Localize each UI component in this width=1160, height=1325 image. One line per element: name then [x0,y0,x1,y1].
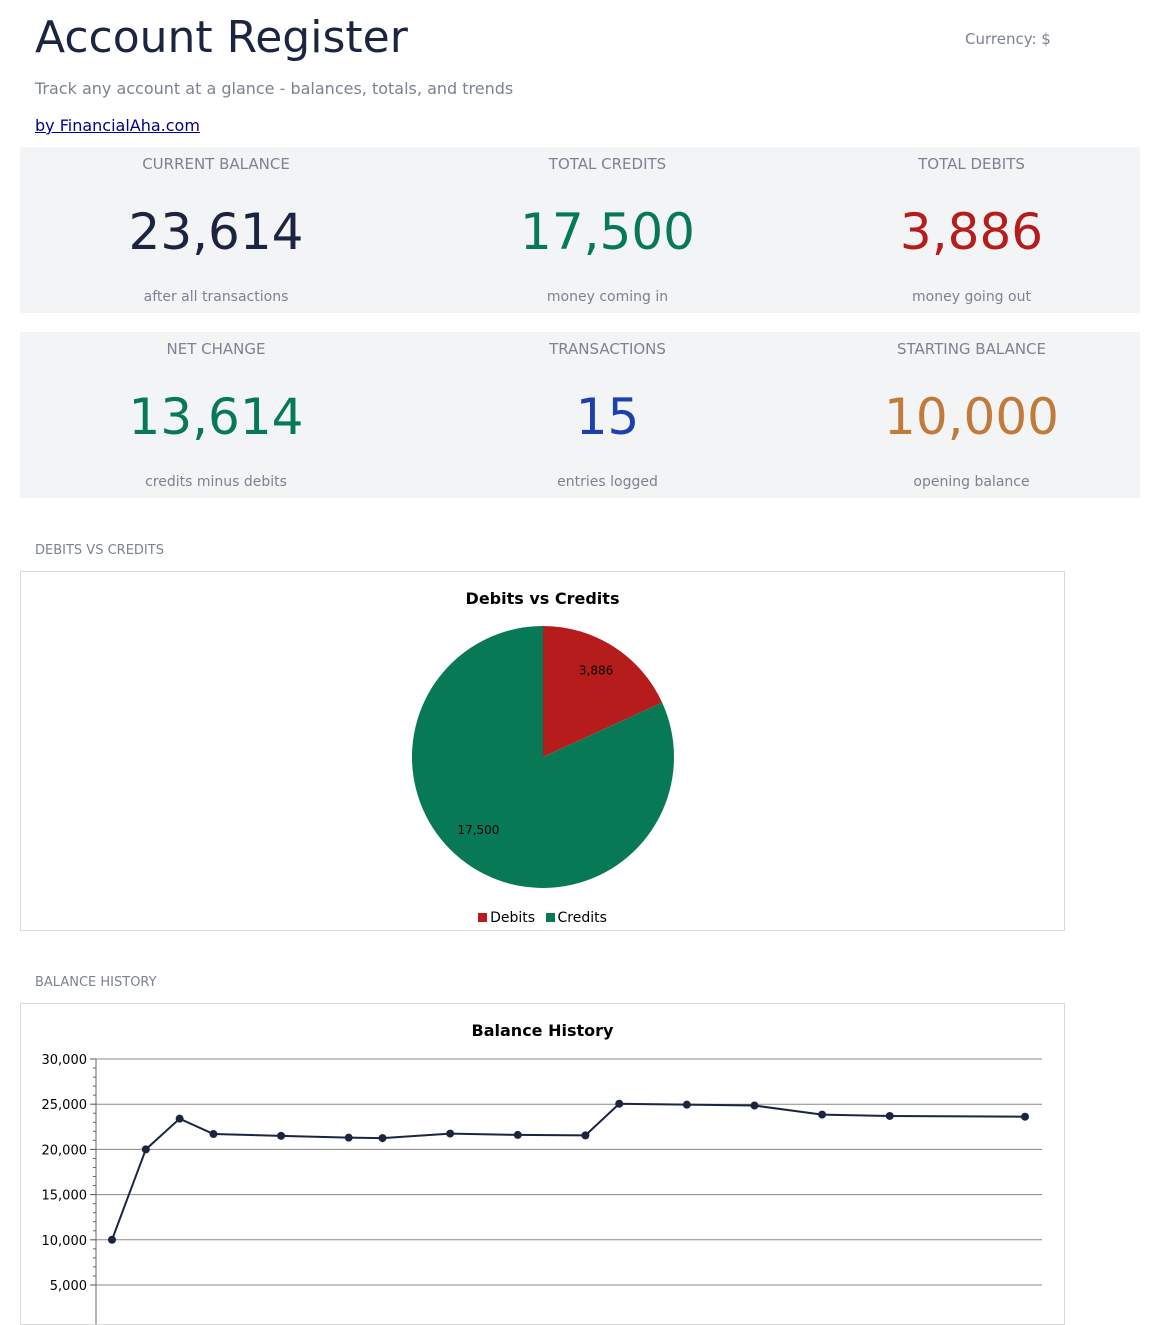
balance-point [682,1100,691,1109]
legend-item-debits: Debits [478,910,535,926]
kpi-caption: credits minus debits [145,474,287,490]
balance-point [818,1110,827,1119]
line-chart-panel: Balance History 30,000 25,000 20,000 15,000… [20,1003,1065,1325]
y-tick-label: 20,000 [42,1143,88,1158]
balance-point [108,1235,116,1244]
y-tick-label: 5,000 [50,1279,87,1294]
financialaha-link[interactable]: by FinancialAha.com [35,116,200,135]
balance-point [344,1133,353,1142]
pie-legend: Debits Credits [21,910,1064,926]
page-subtitle: Track any account at a glance - balances… [35,79,514,98]
legend-label: Debits [490,910,536,926]
pie-slice-credits [411,626,674,888]
kpi-label: TOTAL CREDITS [548,155,667,173]
balance-point [175,1114,184,1123]
kpi-label: TOTAL DEBITS [918,155,1025,173]
section-label-debits-credits: DEBITS VS CREDITS [35,543,164,558]
legend-label: Credits [557,910,607,926]
legend-swatch-credits [545,913,555,922]
kpi-current-balance: CURRENT BALANCE 23,614 after all transac… [20,147,412,313]
kpi-net-change: NET CHANGE 13,614 credits minus debits [20,332,412,498]
kpi-total-credits: TOTAL CREDITS 17,500 money coming in [412,147,803,313]
pie-chart: 3,886 17,500 [411,626,674,888]
pie-chart-panel: Debits vs Credits 3,886 17,500 Debits Cre… [20,571,1065,931]
pie-data-label: 17,500 [457,823,499,837]
y-tick-label: 15,000 [42,1189,88,1204]
kpi-value: 23,614 [128,203,304,261]
kpi-starting-balance: STARTING BALANCE 10,000 opening balance [803,332,1140,498]
kpi-label: NET CHANGE [166,340,266,358]
balance-point [141,1145,150,1154]
balance-point [209,1130,218,1139]
balance-point [1021,1112,1029,1121]
kpi-value: 15 [575,388,640,446]
balance-point [277,1131,286,1140]
kpi-caption: after all transactions [143,289,289,305]
pie-slice-debits [543,626,663,757]
legend-item-credits: Credits [545,910,607,926]
line-chart-title: Balance History [471,1021,614,1040]
kpi-value: 3,886 [899,203,1044,261]
balance-point [615,1099,624,1108]
kpi-transactions: TRANSACTIONS 15 entries logged [412,332,803,498]
balance-point [885,1111,894,1120]
balance-point [581,1131,590,1140]
legend-swatch-debits [478,913,488,922]
pie-data-label: 3,886 [579,663,613,677]
line-chart: 30,000 25,000 20,000 15,000 10,000 5,000 [42,1053,1042,1324]
section-label-balance-history: BALANCE HISTORY [35,975,157,990]
kpi-value: 10,000 [884,388,1059,446]
kpi-label: TRANSACTIONS [549,340,666,358]
y-tick-label: 25,000 [42,1098,88,1113]
kpi-caption: money going out [912,289,1031,305]
currency-label: Currency: $ [965,30,1051,48]
y-tick-label: 10,000 [42,1234,88,1249]
kpi-row-2: NET CHANGE 13,614 credits minus debits T… [20,332,1140,498]
kpi-value: 17,500 [520,203,695,261]
kpi-row-1: CURRENT BALANCE 23,614 after all transac… [20,147,1140,313]
kpi-label: CURRENT BALANCE [142,155,290,173]
kpi-caption: money coming in [546,289,669,305]
pie-chart-title: Debits vs Credits [465,589,620,608]
kpi-caption: entries logged [557,474,658,490]
balance-point [446,1129,455,1138]
kpi-value: 13,614 [128,388,304,446]
balance-point [750,1101,759,1110]
kpi-total-debits: TOTAL DEBITS 3,886 money going out [803,147,1140,313]
page-title: Account Register [35,12,408,63]
balance-point [513,1130,522,1139]
balance-point [378,1134,387,1143]
kpi-caption: opening balance [913,474,1030,490]
balance-line [111,1102,1026,1241]
kpi-label: STARTING BALANCE [897,340,1046,358]
y-tick-label: 30,000 [42,1053,88,1068]
